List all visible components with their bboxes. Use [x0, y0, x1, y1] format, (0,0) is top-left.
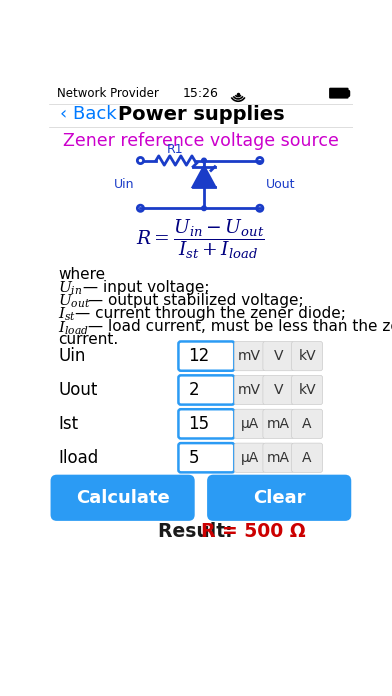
Text: Uout: Uout: [58, 381, 98, 399]
Text: V: V: [274, 383, 283, 397]
Text: 2: 2: [189, 381, 199, 399]
Text: Zener reference voltage source: Zener reference voltage source: [63, 132, 339, 150]
FancyBboxPatch shape: [51, 475, 195, 521]
Text: Clear: Clear: [253, 489, 305, 507]
FancyBboxPatch shape: [178, 409, 234, 438]
Text: μA: μA: [241, 417, 259, 431]
Text: μA: μA: [241, 451, 259, 465]
Text: $I_{st}$: $I_{st}$: [58, 306, 76, 324]
Text: mV: mV: [238, 383, 261, 397]
Text: Ist: Ist: [58, 415, 78, 433]
FancyBboxPatch shape: [178, 342, 234, 371]
Text: 5: 5: [189, 449, 199, 467]
Text: Result:: Result:: [158, 522, 239, 541]
FancyBboxPatch shape: [263, 409, 294, 438]
Circle shape: [201, 158, 206, 163]
FancyBboxPatch shape: [234, 342, 265, 371]
Polygon shape: [193, 166, 215, 187]
Text: current.: current.: [58, 332, 118, 347]
FancyBboxPatch shape: [330, 88, 348, 97]
FancyBboxPatch shape: [234, 443, 265, 473]
Text: 15: 15: [189, 415, 210, 433]
FancyBboxPatch shape: [234, 409, 265, 438]
Text: kV: kV: [298, 349, 316, 363]
Text: Iload: Iload: [58, 449, 98, 467]
Text: ‹ Back: ‹ Back: [60, 105, 116, 123]
Text: A: A: [302, 417, 312, 431]
FancyBboxPatch shape: [263, 443, 294, 473]
Text: $U_{in}$: $U_{in}$: [58, 280, 83, 297]
FancyBboxPatch shape: [178, 375, 234, 404]
FancyBboxPatch shape: [234, 375, 265, 404]
Text: V: V: [274, 349, 283, 363]
Text: 12: 12: [189, 347, 210, 365]
Circle shape: [201, 206, 206, 211]
Text: mA: mA: [267, 451, 290, 465]
FancyBboxPatch shape: [263, 375, 294, 404]
FancyBboxPatch shape: [292, 409, 323, 438]
Text: — current through the zener diode;: — current through the zener diode;: [75, 306, 346, 321]
Text: kV: kV: [298, 383, 316, 397]
Text: 15:26: 15:26: [183, 87, 219, 100]
Text: A: A: [302, 451, 312, 465]
Text: — load current, must be less than the zener: — load current, must be less than the ze…: [83, 319, 392, 334]
Text: $R = \dfrac{U_{in} - U_{out}}{I_{st} + I_{load}}$: $R = \dfrac{U_{in} - U_{out}}{I_{st} + I…: [136, 217, 265, 261]
Text: Calculate: Calculate: [76, 489, 169, 507]
Text: Uout: Uout: [266, 178, 296, 191]
Text: Power supplies: Power supplies: [118, 105, 284, 124]
Text: $I_{load}$: $I_{load}$: [58, 319, 89, 337]
Text: — output stabilized voltage;: — output stabilized voltage;: [83, 293, 304, 308]
FancyBboxPatch shape: [292, 443, 323, 473]
Text: mV: mV: [238, 349, 261, 363]
FancyBboxPatch shape: [292, 342, 323, 371]
Text: — input voltage;: — input voltage;: [78, 280, 210, 295]
Text: mA: mA: [267, 417, 290, 431]
FancyBboxPatch shape: [207, 475, 351, 521]
Text: Uin: Uin: [114, 178, 134, 191]
Text: R1: R1: [167, 143, 183, 156]
Text: $U_{out}$: $U_{out}$: [58, 293, 91, 310]
Text: where: where: [58, 267, 105, 282]
FancyBboxPatch shape: [263, 342, 294, 371]
FancyBboxPatch shape: [292, 375, 323, 404]
FancyBboxPatch shape: [178, 443, 234, 473]
Text: R = 500 Ω: R = 500 Ω: [201, 522, 305, 541]
Text: Network Provider: Network Provider: [57, 87, 159, 100]
Text: Uin: Uin: [58, 347, 86, 365]
